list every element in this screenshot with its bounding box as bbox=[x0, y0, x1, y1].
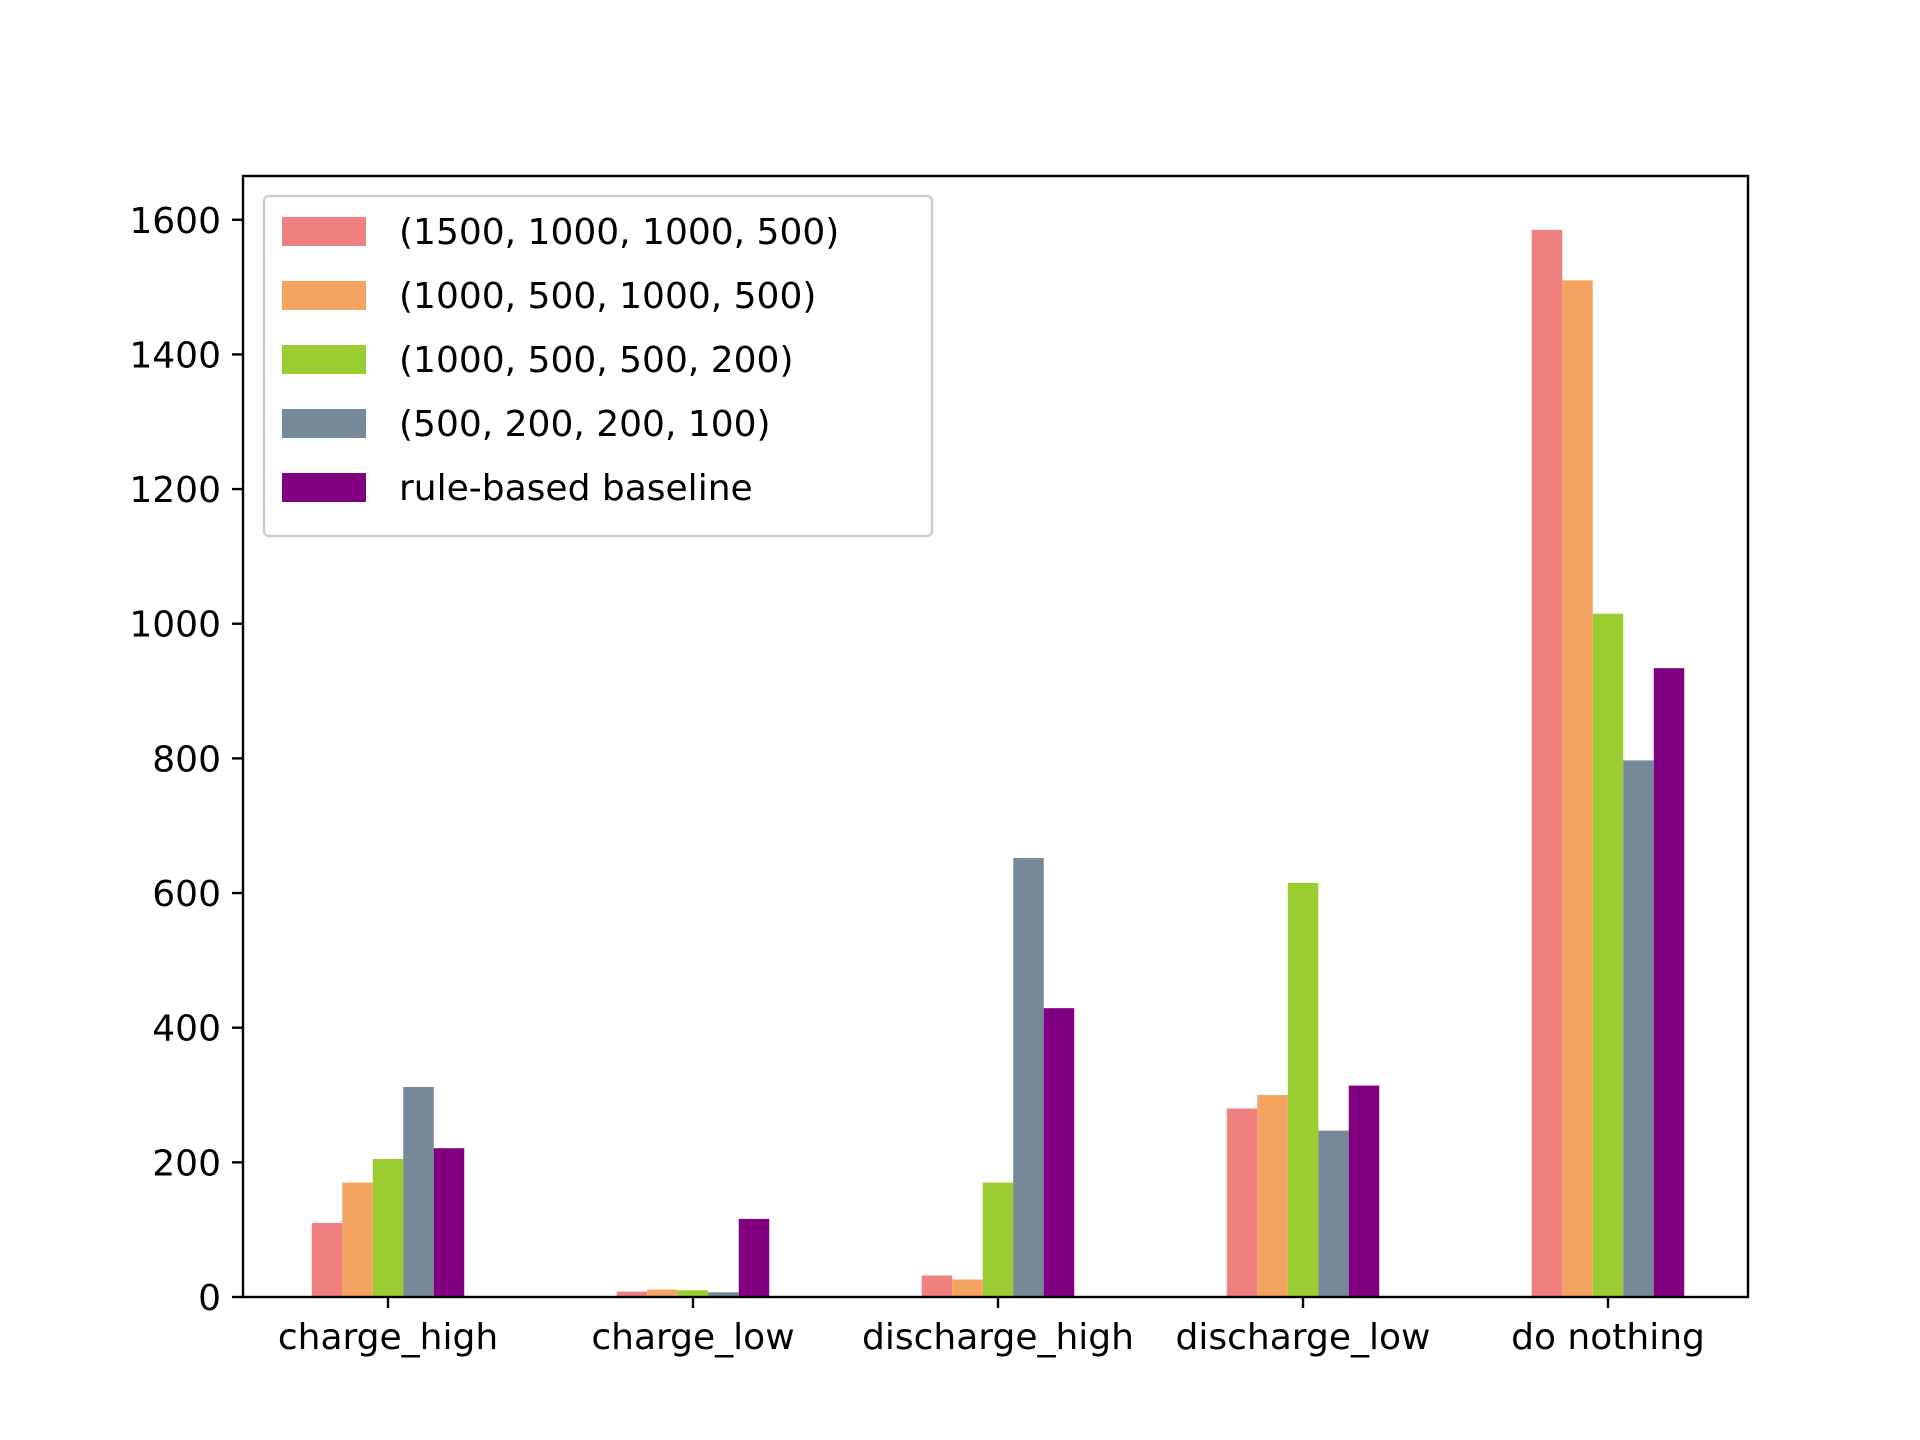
y-tick-label: 0 bbox=[198, 1278, 221, 1319]
x-tick-label: charge_high bbox=[278, 1317, 498, 1358]
bar-series-1-do-nothing bbox=[1531, 229, 1563, 1298]
bars bbox=[311, 229, 1685, 1298]
bar-series-5-charge_high bbox=[433, 1148, 465, 1297]
bar-series-1-discharge_low bbox=[1226, 1108, 1258, 1297]
bar-series-3-do-nothing bbox=[1592, 613, 1624, 1297]
y-tick-label: 600 bbox=[152, 874, 221, 915]
y-tick-label: 400 bbox=[152, 1009, 221, 1050]
legend: (1500, 1000, 1000, 500) (1000, 500, 1000,… bbox=[262, 194, 934, 538]
bar-series-2-charge_high bbox=[342, 1182, 373, 1297]
legend-label: (1000, 500, 1000, 500) bbox=[399, 276, 816, 317]
legend-swatch bbox=[282, 217, 366, 246]
y-tick-label: 1000 bbox=[129, 605, 221, 646]
bar-series-3-charge_high bbox=[372, 1158, 404, 1297]
bar-series-2-do-nothing bbox=[1562, 280, 1593, 1297]
bar-series-5-charge_low bbox=[738, 1218, 770, 1297]
bar-series-3-charge_low bbox=[677, 1290, 709, 1297]
x-axis: charge_high charge_low discharge_high disch… bbox=[278, 1297, 1705, 1358]
bar-series-4-discharge_high bbox=[1013, 858, 1044, 1297]
bar-series-1-discharge_high bbox=[921, 1275, 953, 1297]
y-axis: 0 200 400 600 800 1000 1200 1400 1600 bbox=[129, 201, 243, 1319]
legend-label: (1000, 500, 500, 200) bbox=[399, 340, 794, 381]
bar-series-1-charge_low bbox=[616, 1291, 648, 1297]
bar-series-5-discharge_low bbox=[1348, 1085, 1380, 1297]
bar-series-4-do-nothing bbox=[1623, 760, 1654, 1297]
x-tick-label: discharge_high bbox=[862, 1317, 1134, 1358]
legend-swatch bbox=[282, 281, 366, 310]
bar-series-4-charge_low bbox=[708, 1292, 739, 1297]
bar-series-5-do-nothing bbox=[1653, 668, 1685, 1297]
legend-swatch bbox=[282, 345, 366, 374]
y-tick-label: 1400 bbox=[129, 335, 221, 376]
bar-series-5-discharge_high bbox=[1043, 1008, 1075, 1297]
bar-series-2-charge_low bbox=[647, 1289, 678, 1297]
legend-swatch bbox=[282, 409, 366, 438]
legend-label: (500, 200, 200, 100) bbox=[399, 404, 771, 445]
legend-label: rule-based baseline bbox=[399, 468, 753, 509]
y-tick-label: 800 bbox=[152, 739, 221, 780]
x-tick-label: charge_low bbox=[591, 1317, 794, 1358]
legend-swatch bbox=[282, 473, 366, 502]
bar-series-3-discharge_low bbox=[1287, 882, 1319, 1297]
bar-series-2-discharge_high bbox=[952, 1279, 983, 1297]
legend-label: (1500, 1000, 1000, 500) bbox=[399, 212, 839, 253]
bar-series-1-charge_high bbox=[311, 1222, 343, 1297]
legend-box bbox=[262, 194, 934, 538]
x-tick-label: discharge_low bbox=[1176, 1317, 1431, 1358]
y-tick-label: 1600 bbox=[129, 201, 221, 242]
bar-series-4-discharge_low bbox=[1318, 1130, 1349, 1297]
bar-series-3-discharge_high bbox=[982, 1182, 1014, 1297]
x-tick-label: do nothing bbox=[1511, 1317, 1705, 1358]
bar-series-4-charge_high bbox=[403, 1086, 434, 1297]
y-tick-label: 200 bbox=[152, 1143, 221, 1184]
plot-frame bbox=[241, 174, 1750, 1299]
bar-series-2-discharge_low bbox=[1257, 1095, 1288, 1297]
y-tick-label: 1200 bbox=[129, 470, 221, 511]
